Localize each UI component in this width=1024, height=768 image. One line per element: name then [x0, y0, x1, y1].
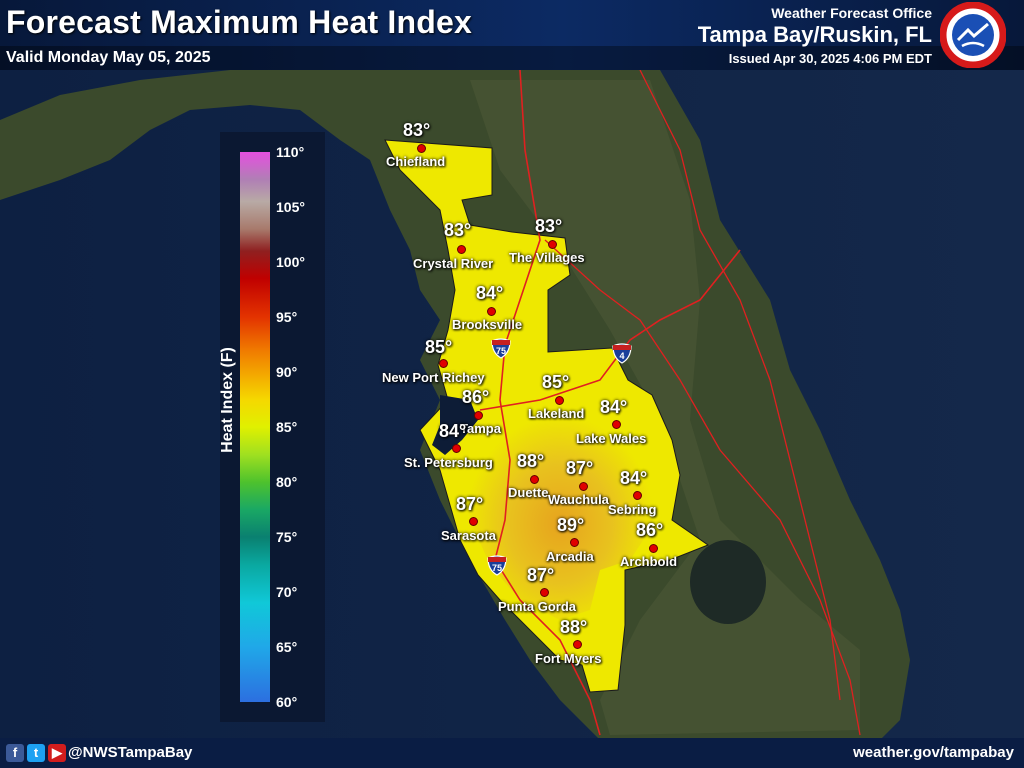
legend-panel — [220, 132, 325, 722]
city-dot — [540, 588, 549, 597]
turnpike — [544, 239, 861, 736]
city-name: Sarasota — [441, 528, 496, 543]
issued-time: Issued Apr 30, 2025 4:06 PM EDT — [728, 51, 932, 66]
interstate-shield-label: 4 — [619, 351, 624, 361]
legend-tick: 100° — [276, 254, 305, 270]
interstate-shield: 75 — [486, 554, 508, 581]
city-temperature: 85° — [542, 372, 570, 392]
interstate-4 — [479, 249, 741, 411]
legend-tick: 80° — [276, 474, 298, 490]
office-location: Tampa Bay/Ruskin, FL — [697, 22, 932, 47]
city-name: Wauchula — [548, 492, 609, 507]
nws-logo-icon — [940, 2, 1006, 68]
city-dot — [457, 245, 466, 254]
city-temperature: 84° — [600, 397, 628, 417]
city-dot — [555, 396, 564, 405]
legend-tick: 85° — [276, 419, 298, 435]
interstate-shield-label: 75 — [496, 346, 506, 356]
facebook-icon[interactable]: f — [6, 744, 24, 762]
legend-tick: 70° — [276, 584, 298, 600]
city-name: Crystal River — [413, 256, 494, 271]
footer-bar — [0, 738, 1024, 768]
twitter-icon[interactable]: t — [27, 744, 45, 762]
interstate-shield-label: 75 — [492, 563, 502, 573]
city-name: Arcadia — [546, 549, 594, 564]
office-name: Weather Forecast Office — [771, 5, 932, 21]
legend-tick: 60° — [276, 694, 298, 710]
city-temperature: 88° — [517, 451, 545, 471]
legend-title: Heat Index (F) — [219, 347, 236, 453]
tampa-bay — [432, 395, 478, 455]
city-dot — [570, 538, 579, 547]
city-temperature: 84° — [620, 468, 648, 488]
page-title: Forecast Maximum Heat Index — [6, 4, 472, 40]
legend-tick: 90° — [276, 364, 298, 380]
legend-tick: 65° — [276, 639, 298, 655]
city-dot — [474, 411, 483, 420]
city-dot — [612, 420, 621, 429]
interstate-75 — [494, 69, 601, 736]
city-name: Punta Gorda — [498, 599, 577, 614]
legend-tick: 75° — [276, 529, 298, 545]
city-temperature: 84° — [476, 283, 504, 303]
city-dot — [469, 517, 478, 526]
city-temperature: 86° — [636, 520, 664, 540]
city-temperature: 87° — [527, 565, 555, 585]
heat-core — [455, 380, 665, 620]
interstate-shield-icon: 4 — [612, 343, 632, 364]
header-strip — [0, 46, 1024, 70]
city-name: New Port Richey — [382, 370, 485, 385]
interstate-shield: 4 — [611, 342, 633, 369]
header-bar — [0, 0, 1024, 70]
city-temperature: 87° — [566, 458, 594, 478]
interstate-shield-icon: 75 — [487, 555, 507, 576]
legend-tick: 95° — [276, 309, 298, 325]
legend-tick: 110° — [276, 144, 305, 160]
city-dot — [417, 144, 426, 153]
city-name: Duette — [508, 485, 549, 500]
city-name: Tampa — [460, 421, 501, 436]
city-name: Lake Wales — [576, 431, 647, 446]
legend-tick: 105° — [276, 199, 305, 215]
city-name: Archbold — [620, 554, 678, 569]
social-handle[interactable]: @NWSTampaBay — [68, 744, 193, 761]
city-dot — [487, 307, 496, 316]
city-dot — [530, 475, 539, 484]
city-temperature: 88° — [560, 617, 588, 637]
interstate-shield-icon: 75 — [491, 338, 511, 359]
city-temperature: 87° — [456, 494, 484, 514]
city-dot — [452, 444, 461, 453]
city-dot — [649, 544, 658, 553]
city-dot — [439, 359, 448, 368]
city-name: Sebring — [608, 502, 657, 517]
interstate-shield: 75 — [490, 337, 512, 364]
city-name: Fort Myers — [535, 651, 602, 666]
valid-date: Valid Monday May 05, 2025 — [6, 49, 211, 66]
city-temperature: 83° — [535, 216, 563, 236]
city-dot — [633, 491, 642, 500]
city-dot — [579, 482, 588, 491]
lake-okeechobee — [690, 540, 766, 624]
city-temperature: 83° — [403, 120, 431, 140]
social-icons: f t ▶ — [6, 744, 66, 762]
city-temperature: 86° — [462, 387, 490, 407]
city-dot — [548, 240, 557, 249]
city-temperature: 85° — [425, 337, 453, 357]
city-temperature: 83° — [444, 220, 472, 240]
city-dot — [573, 640, 582, 649]
city-name: Lakeland — [528, 406, 585, 421]
city-name: St. Petersburg — [404, 455, 493, 470]
i95 — [639, 69, 841, 701]
city-name: Chiefland — [386, 154, 446, 169]
heat-index-color-bar — [240, 152, 270, 702]
city-temperature: 89° — [557, 515, 585, 535]
city-name: The Villages — [509, 250, 585, 265]
youtube-icon[interactable]: ▶ — [48, 744, 66, 762]
website-link[interactable]: weather.gov/tampabay — [853, 744, 1014, 761]
city-name: Brooksville — [452, 317, 523, 332]
city-temperature: 84° — [439, 421, 467, 441]
